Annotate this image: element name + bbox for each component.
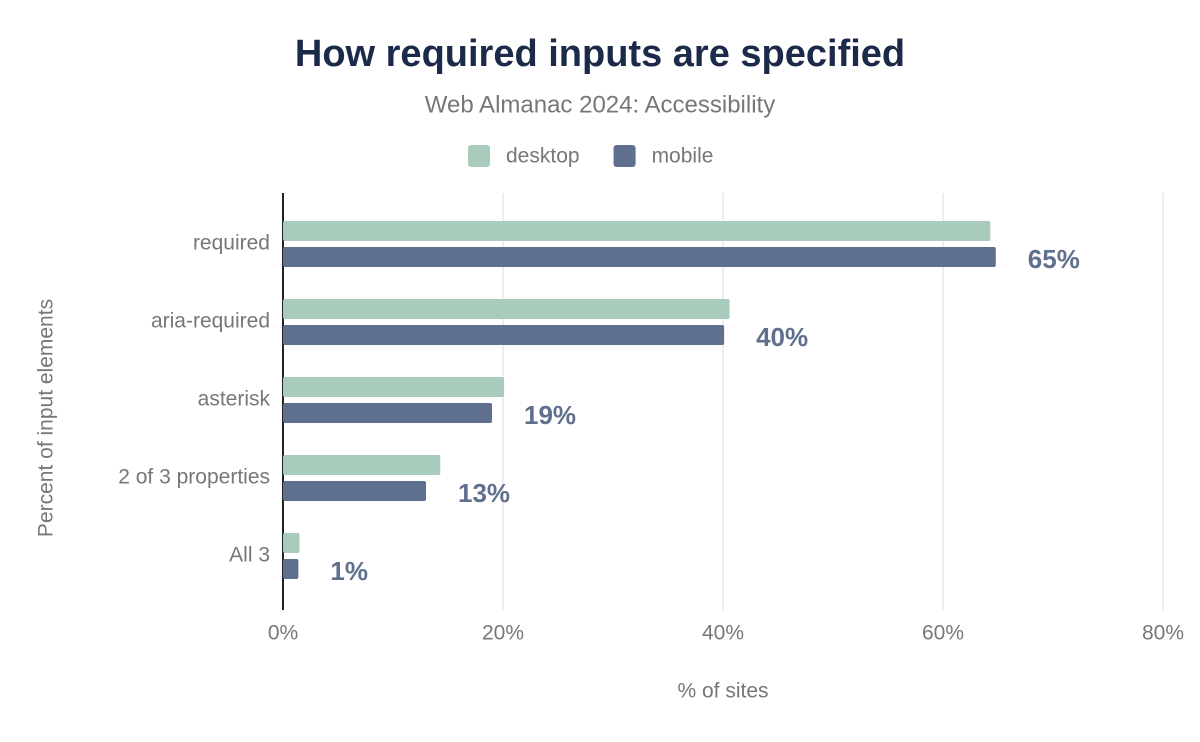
legend-label: desktop — [506, 145, 580, 168]
value-label: 1% — [330, 556, 368, 586]
bar — [283, 533, 300, 553]
value-label: 40% — [756, 322, 808, 352]
bar — [283, 559, 299, 579]
bar — [283, 377, 505, 397]
x-tick-label: 80% — [1142, 622, 1184, 645]
y-tick-label: 2 of 3 properties — [118, 466, 270, 489]
x-tick-label: 60% — [922, 622, 964, 645]
bar — [283, 403, 492, 423]
legend-swatch — [468, 145, 490, 167]
x-tick-label: 40% — [702, 622, 744, 645]
x-tick-label: 20% — [482, 622, 524, 645]
bar — [283, 455, 441, 475]
chart-subtitle: Web Almanac 2024: Accessibility — [425, 91, 775, 118]
bar — [283, 247, 996, 267]
bar — [283, 299, 730, 319]
value-label: 19% — [524, 400, 576, 430]
chart-title: How required inputs are specified — [295, 33, 905, 75]
legend-swatch — [613, 145, 636, 167]
y-tick-label: aria-required — [151, 310, 270, 333]
x-axis-title: % of sites — [677, 680, 768, 703]
value-label: 65% — [1028, 244, 1080, 274]
legend-label: mobile — [652, 145, 714, 168]
bar — [283, 481, 426, 501]
bar — [283, 221, 991, 241]
value-label: 13% — [458, 478, 510, 508]
y-tick-label: asterisk — [198, 388, 271, 411]
x-tick-label: 0% — [268, 622, 298, 645]
y-axis-title: Percent of input elements — [35, 299, 58, 537]
y-tick-label: All 3 — [229, 544, 270, 567]
y-tick-label: required — [193, 232, 270, 255]
bar — [283, 325, 725, 345]
